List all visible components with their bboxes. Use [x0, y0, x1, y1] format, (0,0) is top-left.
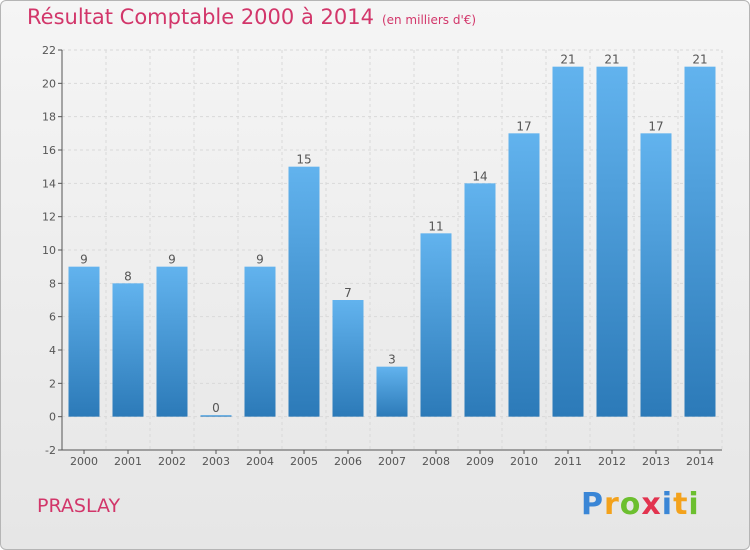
bar	[200, 415, 232, 417]
y-tick-label: 10	[42, 244, 56, 257]
labels: -2 0 2 4 6 8 10 12 14 16 18 20 22 9 2000 8 2001 9 2002 0 200…	[42, 44, 714, 468]
x-tick-label: 2011	[554, 455, 582, 468]
data-label: 21	[560, 53, 575, 67]
x-tick-label: 2006	[334, 455, 362, 468]
bar	[288, 166, 320, 417]
bar	[156, 266, 188, 417]
data-label: 15	[296, 153, 311, 167]
y-tick-label: 2	[49, 377, 56, 390]
data-label: 9	[256, 253, 264, 267]
y-tick-label: 6	[49, 311, 56, 324]
x-tick-label: 2010	[510, 455, 538, 468]
x-tick-label: 2009	[466, 455, 494, 468]
x-tick-label: 2007	[378, 455, 406, 468]
bar	[596, 66, 628, 417]
axes	[58, 49, 722, 454]
bar	[112, 283, 144, 417]
x-tick-label: 2003	[202, 455, 230, 468]
data-label: 3	[388, 353, 396, 367]
bar	[508, 133, 540, 417]
x-tick-label: 2002	[158, 455, 186, 468]
y-tick-label: 22	[42, 44, 56, 57]
x-tick-label: 2001	[114, 455, 142, 468]
y-tick-label: 14	[42, 177, 56, 190]
data-label: 9	[80, 253, 88, 267]
logo-letter: i	[661, 487, 674, 522]
x-tick-label: 2004	[246, 455, 274, 468]
y-tick-label: 16	[42, 144, 56, 157]
logo-letter: P	[581, 487, 604, 522]
logo-letter: o	[619, 487, 642, 522]
y-tick-label: 12	[42, 211, 56, 224]
data-label: 9	[168, 253, 176, 267]
logo-letter: i	[688, 487, 700, 522]
data-label: 8	[124, 269, 132, 283]
chart-subtitle: (en milliers d'€)	[381, 13, 477, 27]
data-label: 14	[472, 169, 487, 183]
x-tick-label: 2008	[422, 455, 450, 468]
y-tick-label: 8	[49, 277, 56, 290]
x-tick-label: 2014	[686, 455, 714, 468]
data-label: 7	[344, 286, 352, 300]
bar	[68, 266, 100, 417]
x-tick-label: 2000	[70, 455, 98, 468]
data-label: 21	[692, 53, 707, 67]
place-name: PRASLAY	[37, 495, 121, 517]
bar	[332, 300, 364, 417]
y-tick-label: 4	[49, 344, 56, 357]
logo-letter: r	[604, 487, 620, 522]
bar	[420, 233, 452, 417]
proxiti-logo: Proxiti	[581, 487, 700, 522]
y-tick-label: -2	[45, 444, 56, 457]
chart-title: Résultat Comptable 2000 à 2014 (en millie…	[27, 5, 476, 29]
bar	[464, 183, 496, 417]
data-label: 17	[516, 119, 531, 133]
x-tick-label: 2013	[642, 455, 670, 468]
bar	[684, 66, 716, 417]
data-label: 0	[212, 401, 220, 415]
y-tick-label: 0	[49, 411, 56, 424]
x-tick-label: 2005	[290, 455, 318, 468]
title-text: Résultat Comptable 2000 à 2014	[27, 5, 374, 29]
y-tick-label: 20	[42, 77, 56, 90]
data-label: 17	[648, 119, 663, 133]
bar	[640, 133, 672, 417]
data-label: 11	[428, 219, 443, 233]
bars	[68, 66, 716, 417]
bar	[376, 366, 408, 417]
logo-letter: t	[673, 487, 689, 522]
data-label: 21	[604, 53, 619, 67]
bar	[244, 266, 276, 417]
bar	[552, 66, 584, 417]
x-tick-label: 2012	[598, 455, 626, 468]
y-tick-label: 18	[42, 111, 56, 124]
logo-letter: x	[641, 487, 662, 522]
